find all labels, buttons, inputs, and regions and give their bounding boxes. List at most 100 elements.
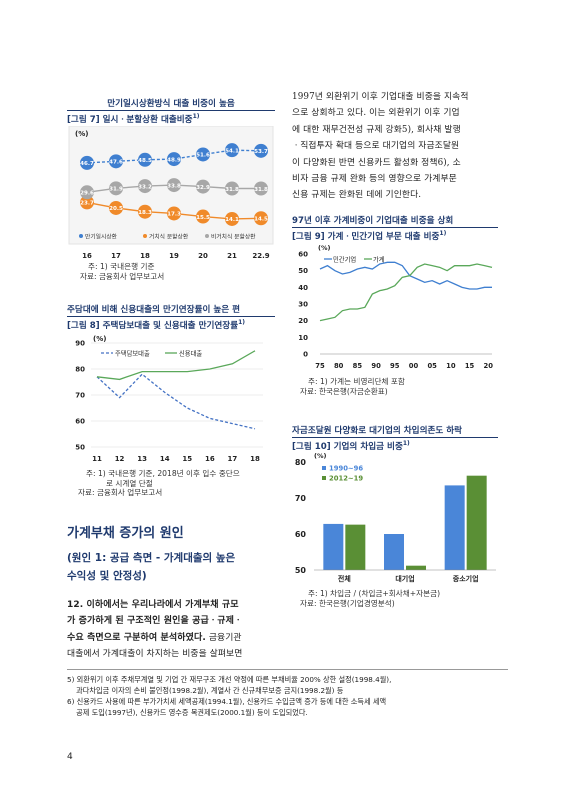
fig8-legend-label: 신용대출 [179,349,202,358]
fig8-series-line-0 [96,373,256,430]
fig9-y-tick: 10 [298,334,308,342]
fig8-y-tick: 80 [75,366,85,374]
fig8-x-tick: 16 [205,455,215,463]
fig7-legend-label: 거치식 분할상환 [149,233,189,241]
section-paragraph: 12. 이하에서는 우리나라에서 가계부채 규모 가 증가하게 된 구조적인 원… [67,597,287,663]
fig7-x-tick: 22.9 [252,252,269,260]
fig8-y-tick: 70 [75,392,85,400]
fig7-data-label: 15.5 [196,215,210,221]
right-para-line-1: 1997년 외환위기 이후 기업대출 비중을 지속적 [292,92,469,102]
fig8-title: 주담대에 비해 신용대출의 만기연장률이 높은 편 [67,303,275,317]
fig8-caption: [그림 8] 주택담보대출 및 신용대출 만기연장률1) [67,319,246,331]
para-line-2: 가 증가하게 된 구조적인 원인을 공급ㆍ규제ㆍ [67,616,243,627]
para-line-4: 대출에서 가계대출이 차지하는 비중을 살펴보면 [67,649,243,660]
fig10-y-tick: 50 [295,566,307,575]
fig7-data-label: 48.9 [167,157,181,163]
fig7-point [138,179,152,194]
fig10-title: 자금조달원 다양화로 대기업의 차입의존도 하락 [292,424,498,438]
footnote-6-line-1: 6) 신용카드 사용에 따른 부가가치세 세액공제(1994.1월), 신용카드… [67,697,387,706]
right-para-line-2: 으로 상회하고 있다. 이는 외환위기 이후 기업 [292,108,460,119]
fig7-data-label: 33.8 [167,183,181,189]
fig7-data-label: 14.5 [254,217,268,223]
fig10-x-tick: 대기업 [395,574,414,583]
fig7-point [167,152,181,167]
fig7-data-label: 33.2 [138,184,152,190]
fig8-chart: (%) 50 60 70 80 90 11 12 13 14 15 16 17 18 주택담보대출 신용대출 [75,335,263,463]
fig9-y-tick: 30 [298,301,308,309]
fig8-x-tick: 15 [182,455,192,463]
fig10-caption: [그림 10] 기업의 차입금 비중1) [292,440,410,452]
fig9-series-line-1 [319,263,493,322]
fig8-x-tick: 18 [250,455,260,463]
fig9-y-tick: 40 [298,284,308,292]
fig9-legend-label: 가계 [373,255,385,264]
fig9-x-tick: 15 [465,362,475,370]
fig10-legend-marker [322,466,326,470]
fig9-unit-label: (%) [318,244,330,252]
fig9-x-tick: 90 [371,362,381,370]
fig7-data-label: 48.5 [138,158,152,164]
right-para-line-7: 신용 규제는 완화된 데에 기인한다. [292,190,422,201]
fig8-note-1: 주: 1) 국내은행 기준, 2018년 이후 입수 중단으 [86,469,240,478]
fig7-data-label: 32.9 [196,185,210,191]
fig7-data-label: 54.1 [225,148,239,154]
fig7-point [196,147,210,162]
fig10-bar [345,524,366,570]
right-paragraph: 1997년 외환위기 이후 기업대출 비중을 지속적 으로 상회하고 있다. 이… [292,89,507,204]
fig7-point [138,204,152,219]
right-para-line-3: 에 대한 재무건전성 규제 강화5), 회사채 발행 [292,124,461,135]
fig7-header: 만기일시상환방식 대출 비중이 높음 [그림 7] 일시ㆍ분할상환 대출비중1) [67,97,275,125]
fig10-bar [466,475,487,570]
fig7-data-label: 46.7 [80,161,94,167]
fig8-notes: 주: 1) 국내은행 기준, 2018년 이후 입수 중단으 로 시계열 단절 … [78,469,240,498]
fig9-header: 97년 이후 가계비중이 기업대출 비중을 상회 [그림 9] 가계ㆍ민간기업 … [292,214,498,242]
fig7-data-label: 29.6 [80,191,94,197]
fig7-point [225,181,239,196]
fig7-point [196,209,210,224]
fig10-notes: 주: 1) 차입금 / (차입금+회사채+자본금) 자료: 한국은행(기업경영분… [300,589,440,608]
fig10-header: 자금조달원 다양화로 대기업의 차입의존도 하락 [그림 10] 기업의 차입금… [292,424,498,452]
fig10-bar [444,485,465,570]
fig7-point [138,152,152,167]
fig7-x-tick: 20 [198,252,208,260]
fig9-y-tick: 0 [303,351,308,359]
footnote-divider [67,669,508,670]
fig9-chart: (%) 0 10 20 30 40 50 60 75 80 85 90 95 00 05 10 15 20 민간기업… [298,244,494,370]
fig8-x-tick: 17 [228,455,238,463]
fig7-notes: 주: 1) 국내은행 기준 자료: 금융회사 업무보고서 [80,262,164,281]
fig7-data-label: 14.1 [225,217,239,223]
fig9-x-tick: 20 [484,362,494,370]
fig10-chart: (%) 50 60 70 80 전체 대기업 중소기업 1990~96 2012~19 [295,452,496,583]
fig7-source: 자료: 금융회사 업무보고서 [80,271,165,281]
fig7-point [196,179,210,194]
fig9-title: 97년 이후 가계비중이 기업대출 비중을 상회 [292,214,498,228]
fig10-y-tick: 70 [295,494,307,503]
fig10-bar [406,565,426,570]
fig7-unit-label: (%) [75,130,88,138]
fig7-note-1: 주: 1) 국내은행 기준 [88,262,155,271]
fig9-x-tick: 80 [334,362,344,370]
page-number: 4 [67,752,73,762]
fig9-x-tick: 00 [409,362,419,370]
fig7-point [80,155,94,170]
fig9-y-tick: 60 [298,251,308,259]
fig7-caption: [그림 7] 일시ㆍ분할상환 대출비중1) [67,113,200,125]
right-para-line-6: 비자 금융 규제 완화 등의 영향으로 가계부문 [292,174,457,185]
fig8-legend-label: 주택담보대출 [115,349,150,358]
fig7-point [254,211,268,226]
fig7-data-label: 20.5 [109,206,123,212]
fig8-note-1b: 로 시계열 단절 [106,478,153,488]
fig7-data-label: 18.3 [138,210,152,216]
fig7-data-label: 53.7 [254,149,268,155]
para-line-3: 수요 측면으로 구분하여 분석하였다. 금융기관 [67,632,242,643]
fig10-legend-marker [322,476,326,480]
fig9-notes: 주: 1) 가계는 비영리단체 포함 자료: 한국은행(자금순환표) [300,377,405,396]
fig7-title: 만기일시상환방식 대출 비중이 높음 [67,97,275,111]
para-line-1: 12. 이하에서는 우리나라에서 가계부채 규모 [67,600,239,610]
fig10-unit-label: (%) [314,452,326,460]
fig7-x-tick: 17 [111,252,121,260]
fig7-x-tick: 16 [82,252,92,260]
fig7-point [167,206,181,221]
right-para-line-5: 이 다양화된 반면 신용카드 활성화 정책6), 소 [292,157,461,168]
fig7-point [109,154,123,169]
